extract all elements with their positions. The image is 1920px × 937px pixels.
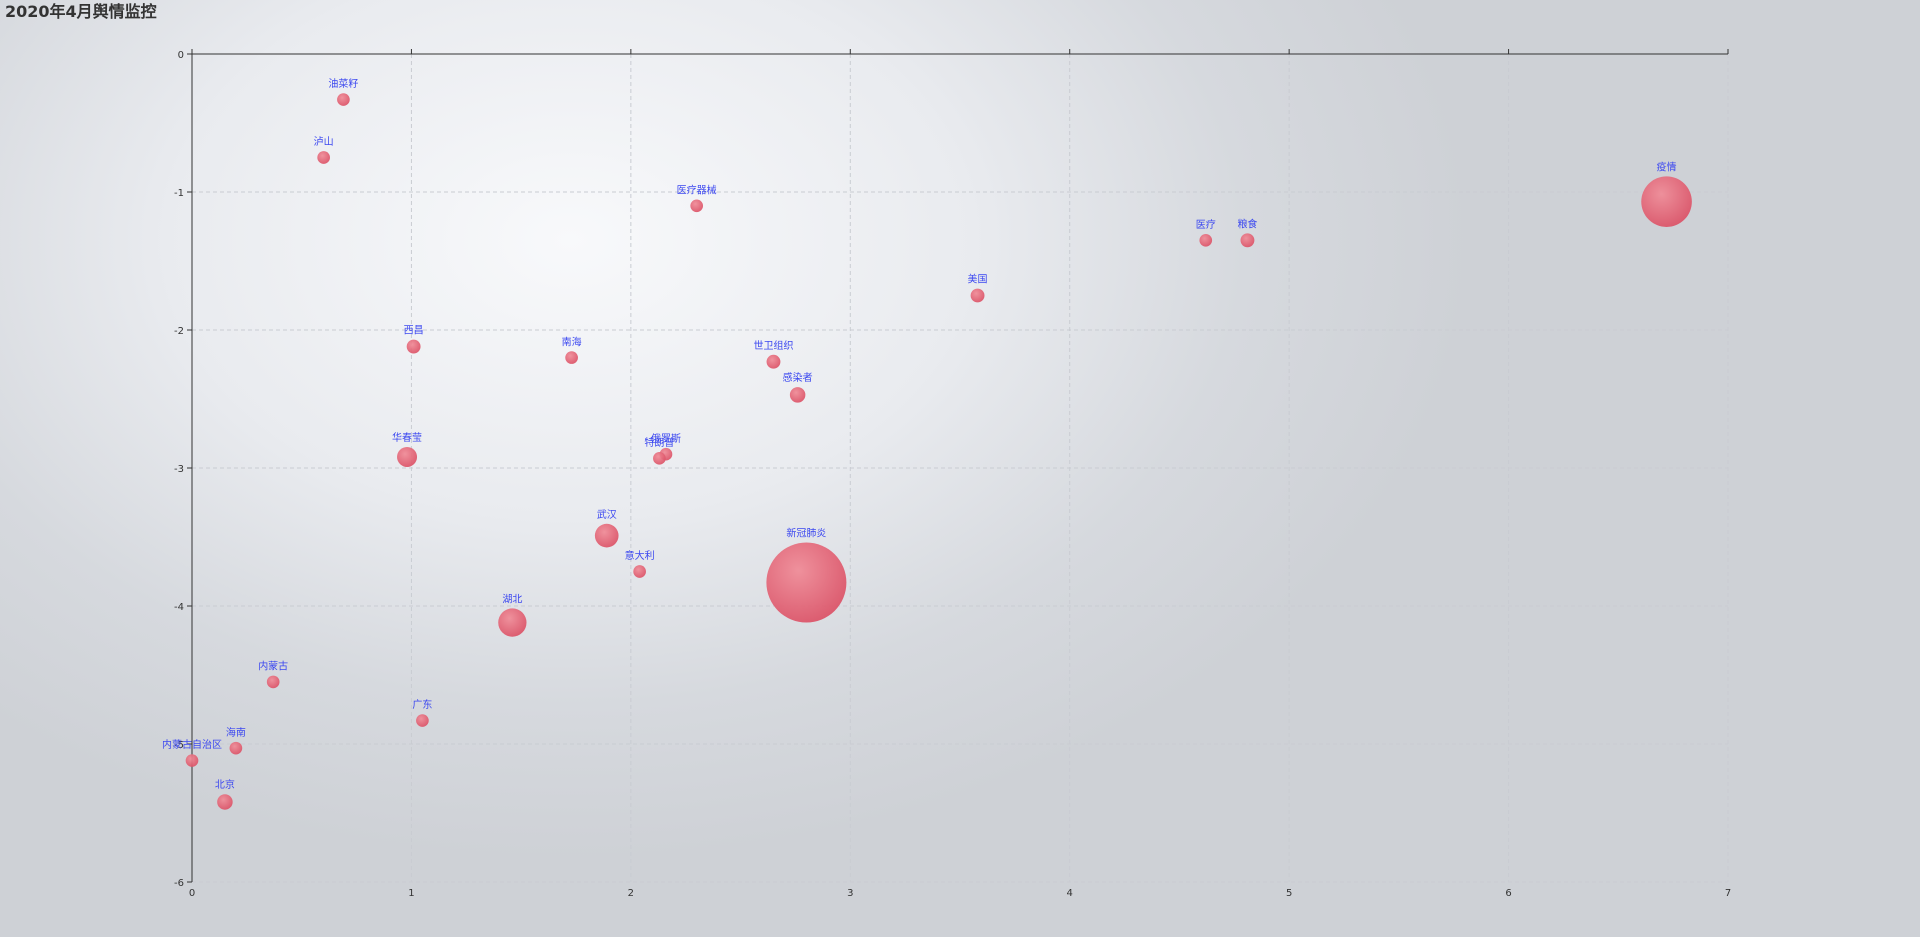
- x-tick-label: 3: [847, 888, 853, 899]
- bubble-mark[interactable]: [594, 523, 619, 548]
- bubble-mark[interactable]: [653, 452, 666, 465]
- point-label: 南海: [562, 335, 582, 348]
- bubble-mark[interactable]: [229, 741, 243, 755]
- bubble-mark[interactable]: [498, 608, 527, 637]
- data-point[interactable]: 美国: [968, 273, 988, 303]
- bubble-mark[interactable]: [1199, 233, 1213, 247]
- point-label: 北京: [215, 778, 235, 791]
- data-point[interactable]: 西昌: [404, 325, 424, 354]
- point-label: 内蒙古: [258, 660, 288, 673]
- data-point[interactable]: 新冠肺炎: [766, 527, 847, 623]
- data-point[interactable]: 意大利: [625, 549, 655, 578]
- bubble-mark[interactable]: [690, 199, 704, 213]
- x-tick-label: 5: [1286, 888, 1292, 899]
- bubble-mark[interactable]: [416, 714, 429, 727]
- point-label: 特朗普: [644, 436, 674, 449]
- bubble-mark[interactable]: [337, 93, 350, 106]
- bubble-mark[interactable]: [1240, 233, 1255, 248]
- y-tick-label: -3: [174, 464, 184, 475]
- point-label: 内蒙古自治区: [162, 738, 222, 751]
- point-label: 湖北: [502, 593, 522, 605]
- axes: 0 1 2 3 4 5 6 7 0 -1 -2 -3 -4 -5 -6: [174, 49, 1731, 899]
- point-label: 广东: [412, 698, 432, 711]
- point-label: 西昌: [404, 325, 424, 337]
- bubble-mark[interactable]: [185, 754, 199, 767]
- point-label: 粮食: [1237, 217, 1257, 230]
- y-tick-label: -1: [174, 188, 184, 199]
- grid: [192, 54, 1729, 883]
- y-tick-label: -2: [174, 326, 184, 337]
- bubble-mark[interactable]: [565, 351, 578, 364]
- point-label: 世卫组织: [753, 339, 793, 352]
- data-point[interactable]: 油菜籽: [328, 77, 358, 106]
- bubble-mark[interactable]: [766, 354, 781, 369]
- x-tick-label: 2: [628, 888, 634, 899]
- bubble-mark[interactable]: [317, 151, 330, 164]
- bubble-mark[interactable]: [217, 794, 233, 810]
- data-point[interactable]: 医疗: [1196, 218, 1216, 247]
- data-point[interactable]: 世卫组织: [753, 339, 793, 369]
- data-point[interactable]: 粮食: [1237, 217, 1257, 248]
- point-label: 感染者: [783, 371, 813, 384]
- y-tick-label: -4: [174, 602, 184, 613]
- data-point[interactable]: 特朗普: [644, 436, 674, 465]
- point-label: 医疗: [1196, 218, 1216, 231]
- data-point[interactable]: 南海: [562, 335, 582, 364]
- data-point[interactable]: 广东: [412, 698, 432, 727]
- y-tick-label: -5: [174, 740, 184, 751]
- data-point[interactable]: 内蒙古自治区: [162, 738, 222, 767]
- x-tick-label: 4: [1067, 888, 1073, 899]
- bubble-mark[interactable]: [406, 339, 421, 354]
- data-point[interactable]: 内蒙古: [258, 660, 288, 689]
- point-label: 油菜籽: [328, 77, 358, 90]
- bubble-mark[interactable]: [1641, 176, 1692, 227]
- point-label: 意大利: [625, 549, 655, 562]
- x-tick-label: 7: [1725, 888, 1731, 899]
- point-label: 美国: [968, 273, 988, 286]
- point-label: 华春莹: [392, 431, 422, 444]
- point-label: 武汉: [597, 508, 617, 521]
- data-point[interactable]: 泸山: [314, 136, 334, 164]
- data-point[interactable]: 感染者: [783, 371, 813, 403]
- y-tick-label: 0: [178, 50, 184, 61]
- data-point[interactable]: 湖北: [498, 593, 527, 637]
- point-label: 医疗器械: [677, 183, 717, 196]
- bubble-mark[interactable]: [789, 387, 806, 403]
- data-point[interactable]: 华春莹: [392, 431, 422, 467]
- x-tick-label: 1: [408, 888, 414, 899]
- bubble-mark[interactable]: [397, 446, 418, 467]
- data-point[interactable]: 武汉: [594, 508, 619, 548]
- point-label: 疫情: [1657, 160, 1677, 173]
- data-point[interactable]: 医疗器械: [677, 183, 717, 213]
- bubble-mark[interactable]: [970, 288, 985, 303]
- bubble-mark[interactable]: [266, 675, 280, 689]
- point-label: 俄罗斯: [651, 432, 681, 445]
- chart-title: 2020年4月舆情监控: [5, 2, 157, 21]
- bubble-mark[interactable]: [766, 542, 847, 623]
- y-tick-label: -6: [174, 878, 184, 889]
- x-tick-label: 0: [189, 888, 195, 899]
- x-tick-label: 6: [1505, 888, 1511, 899]
- data-point[interactable]: 疫情: [1641, 160, 1692, 227]
- point-label: 泸山: [314, 136, 334, 148]
- data-point[interactable]: 北京: [215, 778, 235, 810]
- data-point[interactable]: 海南: [226, 726, 246, 755]
- point-label: 新冠肺炎: [786, 527, 826, 540]
- bubble-mark[interactable]: [633, 565, 646, 578]
- point-label: 海南: [226, 726, 246, 739]
